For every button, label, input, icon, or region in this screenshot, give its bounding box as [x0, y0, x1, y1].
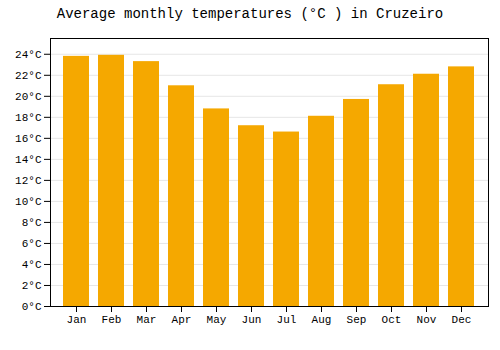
svg-text:Oct: Oct [382, 314, 402, 326]
svg-text:Jun: Jun [242, 314, 262, 326]
svg-text:Apr: Apr [172, 314, 192, 326]
svg-text:12°C: 12°C [15, 175, 42, 187]
svg-text:4°C: 4°C [22, 259, 42, 271]
svg-text:0°C: 0°C [22, 301, 42, 313]
svg-text:Jan: Jan [67, 314, 87, 326]
svg-text:Sep: Sep [347, 314, 367, 326]
svg-text:14°C: 14°C [15, 154, 42, 166]
html-text:Average monthly temperatures (: Average monthly temperatures (°C ) in Cr… [56, 6, 444, 22]
svg-text:Feb: Feb [102, 314, 122, 326]
svg-text:Aug: Aug [312, 314, 332, 326]
svg-text:18°C: 18°C [15, 112, 42, 124]
svg-text:6°C: 6°C [22, 238, 42, 250]
svg-text:May: May [207, 314, 227, 326]
svg-text:Mar: Mar [137, 314, 157, 326]
svg-text:8°C: 8°C [22, 217, 42, 229]
svg-text:10°C: 10°C [15, 196, 42, 208]
svg-text:Dec: Dec [452, 314, 472, 326]
svg-text:Nov: Nov [417, 314, 437, 326]
svg-text:Jul: Jul [277, 314, 297, 326]
svg-text:2°C: 2°C [22, 280, 42, 292]
svg-text:22°C: 22°C [15, 70, 42, 82]
svg-text:24°C: 24°C [15, 49, 42, 61]
svg-text:16°C: 16°C [15, 133, 42, 145]
svg-text:20°C: 20°C [15, 91, 42, 103]
